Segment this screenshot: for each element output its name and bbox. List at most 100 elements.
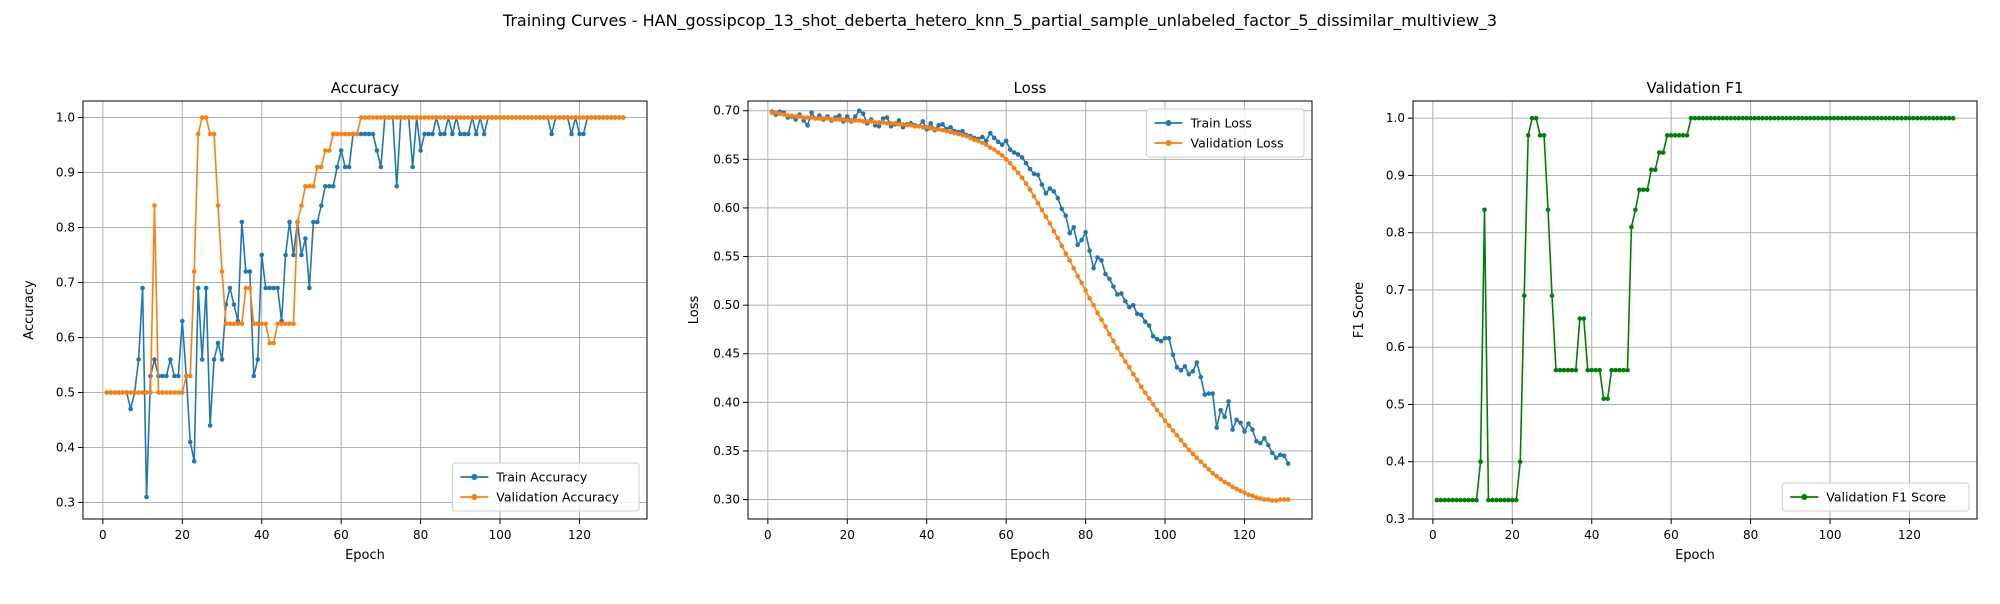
data-point — [833, 117, 838, 122]
legend-swatch-marker — [1165, 140, 1172, 146]
axes-frame — [1412, 100, 1978, 520]
data-point — [1039, 182, 1045, 187]
data-point — [1561, 367, 1567, 373]
data-point — [1807, 115, 1813, 121]
data-point — [1502, 497, 1507, 503]
data-point — [1051, 228, 1057, 234]
data-point — [987, 145, 993, 150]
data-point — [473, 131, 479, 137]
data-point — [1234, 417, 1239, 423]
data-point — [128, 406, 133, 412]
data-point — [1210, 391, 1215, 396]
y-tick-label: 0.7 — [56, 276, 75, 290]
data-point — [450, 131, 455, 137]
data-point — [837, 117, 842, 122]
data-point — [1446, 497, 1452, 503]
data-point — [465, 115, 471, 120]
data-point — [271, 340, 276, 346]
x-tick-label: 0 — [764, 528, 772, 542]
data-point — [1083, 229, 1088, 235]
data-point — [366, 115, 372, 120]
data-point — [1664, 133, 1670, 138]
data-point — [1597, 367, 1602, 373]
data-point — [944, 128, 949, 134]
data-point — [1277, 452, 1283, 458]
data-point — [773, 110, 779, 115]
legend-box — [451, 462, 640, 512]
data-point — [497, 115, 503, 120]
y-tick-label: 0.70 — [713, 104, 740, 118]
data-point — [1154, 407, 1160, 413]
data-point — [1079, 237, 1084, 243]
data-point — [1107, 332, 1112, 337]
data-point — [247, 285, 253, 291]
data-point — [789, 113, 794, 118]
x-tick-label: 100 — [1819, 528, 1842, 542]
data-point — [557, 115, 562, 120]
data-point — [1103, 271, 1108, 277]
data-point — [1174, 365, 1180, 370]
data-point — [1831, 115, 1837, 121]
data-point — [406, 115, 411, 120]
data-point — [211, 131, 217, 137]
data-point — [845, 118, 850, 123]
data-point — [1593, 367, 1598, 373]
data-point — [892, 121, 898, 126]
data-point — [1652, 167, 1658, 173]
data-point — [972, 137, 977, 143]
data-point — [852, 114, 858, 119]
data-point — [793, 114, 798, 119]
data-point — [462, 131, 467, 137]
data-point — [1003, 138, 1009, 144]
y-tick-label: 0.8 — [56, 221, 75, 235]
data-point — [1668, 133, 1674, 138]
data-point — [378, 164, 384, 170]
data-point — [398, 115, 404, 120]
y-tick-label: 0.7 — [1386, 283, 1405, 297]
data-point — [968, 135, 973, 141]
data-point — [864, 119, 870, 124]
data-point — [1075, 242, 1080, 248]
data-point — [283, 321, 288, 327]
data-point — [1011, 165, 1017, 171]
data-point — [1557, 367, 1563, 373]
data-point — [1895, 115, 1900, 121]
y-tick-label: 0.8 — [1386, 226, 1405, 240]
data-point — [489, 115, 495, 120]
y-tick-label: 0.45 — [713, 347, 740, 361]
data-point — [374, 148, 380, 153]
data-point — [1134, 311, 1140, 317]
data-point — [1218, 407, 1223, 413]
data-point — [410, 164, 415, 170]
data-point — [769, 110, 775, 115]
data-point — [1684, 133, 1690, 138]
data-point — [1130, 302, 1136, 308]
data-point — [275, 321, 280, 327]
data-point — [1899, 115, 1904, 121]
data-point — [176, 390, 181, 395]
data-point — [168, 390, 173, 395]
axes-frame — [747, 100, 1313, 520]
data-point — [984, 138, 989, 144]
data-point — [1696, 115, 1702, 121]
data-point — [410, 115, 415, 120]
y-tick-label: 0.4 — [1386, 455, 1405, 469]
data-point — [1585, 367, 1591, 373]
data-point — [1246, 421, 1251, 427]
data-point — [1027, 187, 1033, 192]
data-point — [1692, 115, 1698, 121]
data-point — [422, 131, 427, 137]
data-point — [172, 390, 177, 395]
y-tick-label: 0.3 — [56, 496, 75, 510]
data-point — [948, 124, 953, 130]
y-tick-label: 0.4 — [56, 441, 75, 455]
data-point — [438, 131, 443, 137]
data-point — [430, 131, 435, 137]
data-point — [330, 131, 336, 137]
data-point — [1633, 207, 1638, 213]
data-point — [1099, 258, 1104, 263]
data-point — [1827, 115, 1833, 121]
data-point — [912, 123, 918, 129]
data-point — [1478, 459, 1483, 465]
data-point — [1281, 453, 1287, 459]
